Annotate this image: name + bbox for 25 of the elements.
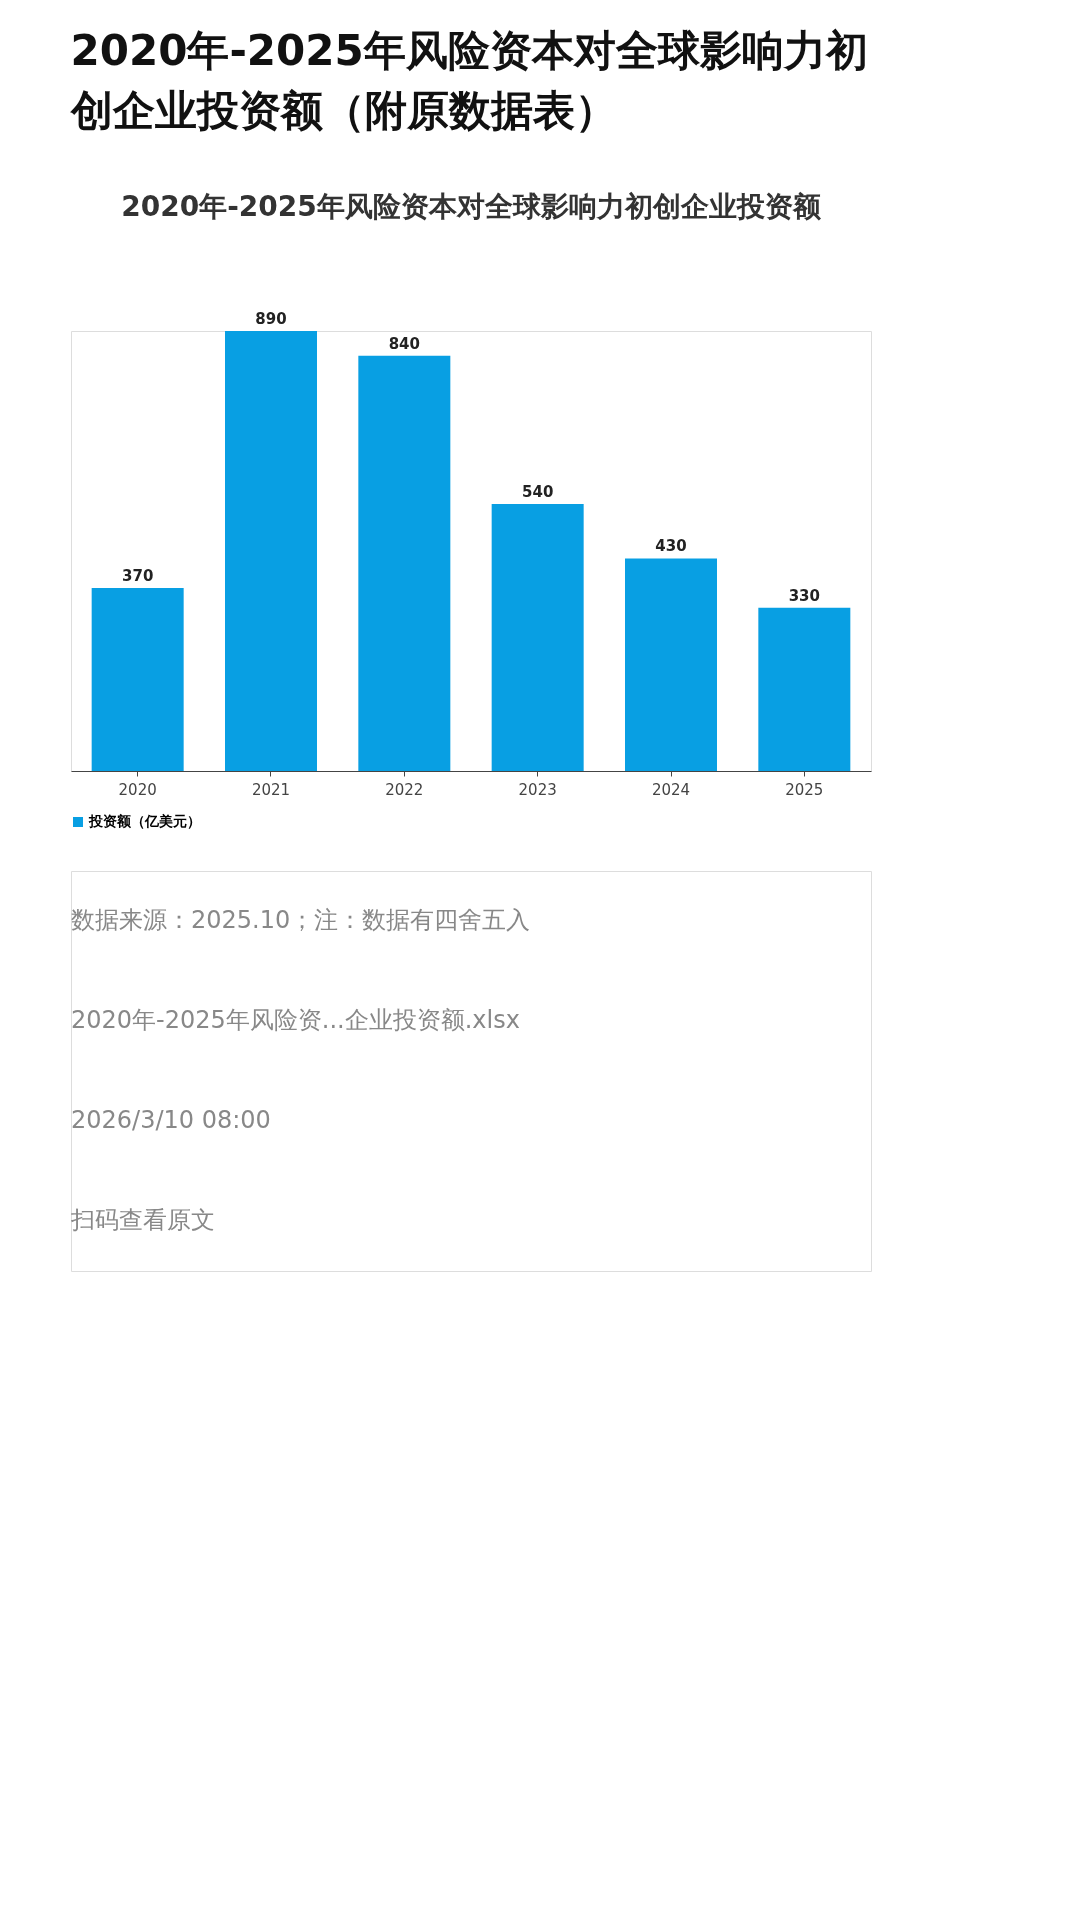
text: 2026/3/10 08:00 <box>71 1106 271 1134</box>
x-tick-label: 2023 <box>518 780 557 799</box>
x-tick-label: 2024 <box>651 780 691 799</box>
text: 2020年-2025年风险资...企业投资额.xlsx <box>71 1006 520 1034</box>
source-note: 数据来源：2025.10；注：数据有四舍五入 <box>71 906 531 934</box>
bar <box>491 504 584 771</box>
bar <box>225 331 317 771</box>
bar <box>91 588 184 771</box>
bar <box>758 607 851 771</box>
legend-label: 投资额（亿美元） <box>88 813 201 829</box>
bar <box>358 355 451 771</box>
x-tick-label: 2025 <box>785 780 824 799</box>
x-tick-label: 2020 <box>118 780 157 799</box>
bar <box>625 558 717 771</box>
chart-title: 2020年-2025年风险资本对全球影响力初创企业投资额（附原数据表） <box>68 25 868 135</box>
data-label: 330 <box>788 586 820 605</box>
x-tick-label: 2022 <box>385 780 424 799</box>
data-label: 540 <box>522 483 554 502</box>
chart-subtitle: 2020年-2025年风险资本对全球影响力初创企业投资额 <box>121 190 822 223</box>
data-label: 840 <box>388 334 420 353</box>
data-label: 430 <box>655 537 687 556</box>
x-tick-label: 2021 <box>251 780 291 799</box>
data-label: 370 <box>122 567 154 586</box>
data-label: 890 <box>255 310 287 328</box>
text: 扫码查看原文 <box>70 1206 215 1234</box>
